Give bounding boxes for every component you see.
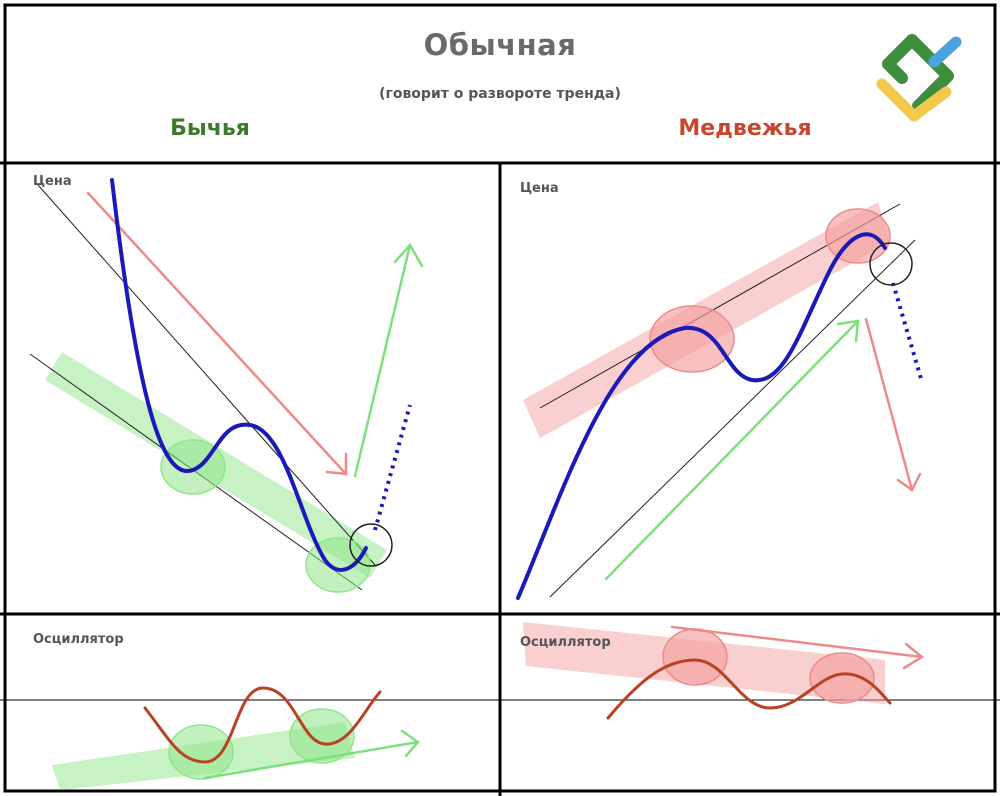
bearish-price-label: Цена xyxy=(520,181,559,196)
bullish-price-label: Цена xyxy=(33,174,72,189)
bearish-breakout-circle xyxy=(869,242,913,286)
bullish-price-trendline-upper xyxy=(37,184,376,566)
bearish-osc-high-2-highlight xyxy=(809,652,875,704)
grid-lines xyxy=(0,3,1000,796)
page-subtitle: (говорит о развороте тренда) xyxy=(379,86,621,102)
bearish-osc-arrow xyxy=(670,625,925,670)
bullish-down-arrow xyxy=(86,191,348,476)
bullish-osc-arrow xyxy=(203,729,420,780)
bearish-oscillator-panel xyxy=(523,622,925,720)
bullish-up-arrow xyxy=(353,242,424,478)
bullish-breakout-circle xyxy=(349,523,393,567)
bearish-price-panel xyxy=(516,202,924,600)
bullish-osc-low-1-highlight xyxy=(168,724,234,780)
bearish-up-arrow xyxy=(604,319,860,581)
bullish-price-line xyxy=(110,178,368,572)
bearish-oscillator-line xyxy=(606,658,892,720)
bearish-high-1-highlight xyxy=(649,305,735,373)
bearish-down-arrow xyxy=(864,317,922,492)
bullish-oscillator-line xyxy=(143,686,382,764)
bearish-price-line xyxy=(516,232,887,600)
bearish-oscillator-label: Осциллятор xyxy=(520,635,611,650)
bearish-heading: Медвежья xyxy=(678,116,812,141)
bearish-price-trendline-lower xyxy=(549,239,916,598)
bullish-price-projection xyxy=(373,404,412,531)
bullish-oscillator-panel xyxy=(52,686,420,790)
bullish-oscillator-label: Осциллятор xyxy=(33,632,124,647)
brand-logo-icon xyxy=(876,34,962,122)
page-title: Обычная xyxy=(423,28,577,62)
bullish-heading: Бычья xyxy=(170,116,250,141)
bearish-osc-high-1-highlight xyxy=(662,628,728,686)
bullish-price-panel xyxy=(29,178,424,593)
bullish-osc-low-2-highlight xyxy=(289,708,355,764)
bearish-price-projection xyxy=(891,282,924,383)
